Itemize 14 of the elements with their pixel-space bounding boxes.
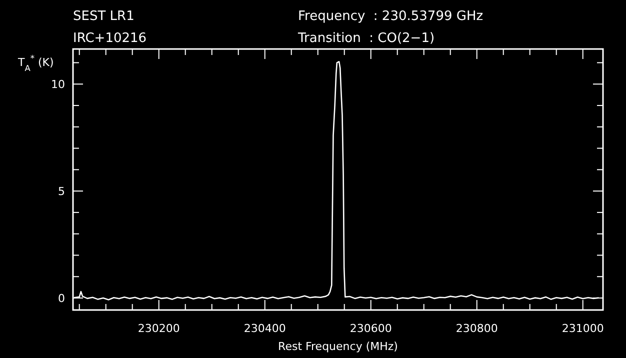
chart-title: SEST LR1 bbox=[73, 9, 134, 24]
text: Frequency : 230.53799 GHz bbox=[298, 9, 484, 24]
y-tick-label: 0 bbox=[58, 292, 65, 306]
x-tick-label: 230200 bbox=[138, 322, 180, 335]
x-tick-label: 230800 bbox=[456, 322, 498, 335]
x-axis-title: Rest Frequency (MHz) bbox=[278, 340, 398, 353]
x-tick-label: 230600 bbox=[350, 322, 392, 335]
x-tick-label: 230400 bbox=[244, 322, 286, 335]
chart-subtitle: IRC+10216 bbox=[73, 31, 147, 46]
y-tick-label: 5 bbox=[58, 185, 65, 198]
x-tick-label: 231000 bbox=[562, 322, 604, 335]
text: Transition : CO(2−1) bbox=[297, 31, 435, 46]
y-axis-title: T$_{A}$$^{*}$ (K) bbox=[17, 53, 54, 73]
y-tick-label: 10 bbox=[51, 78, 65, 92]
